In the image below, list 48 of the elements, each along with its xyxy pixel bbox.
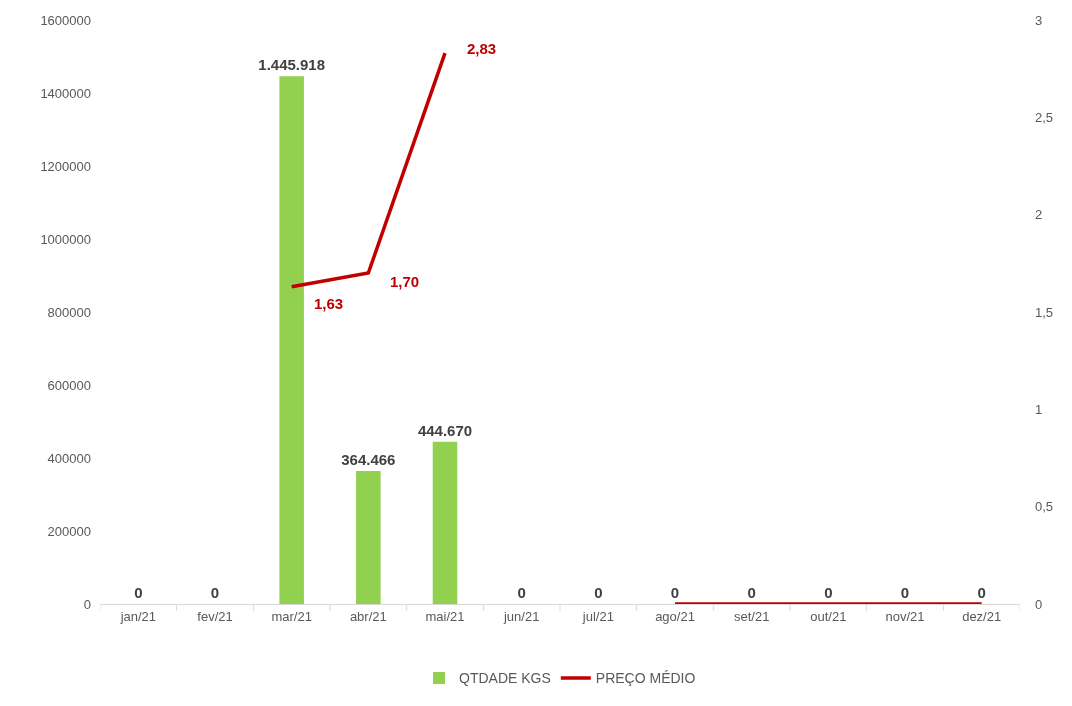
data-label: 444.670 <box>417 421 473 439</box>
bar <box>356 470 381 604</box>
legend-label: PREÇO MÉDIO <box>595 670 696 687</box>
data-label: 0 <box>747 584 756 601</box>
y-tick-label: 1000000 <box>40 231 91 247</box>
x-tick-label: mai/21 <box>425 608 465 624</box>
x-tick-label: fev/21 <box>197 608 233 624</box>
y-tick-label: 0 <box>83 596 91 612</box>
x-tick-label: abr/21 <box>349 608 387 624</box>
bar <box>432 441 458 604</box>
x-tick-label: mar/21 <box>271 608 312 624</box>
x-tick-label: dez/21 <box>962 608 1002 624</box>
data-label: 0 <box>900 584 910 601</box>
y2-tick-label: 2,5 <box>1035 109 1054 125</box>
y-tick-label: 800000 <box>47 304 91 320</box>
y-tick-label: 600000 <box>47 377 91 393</box>
y2-tick-label: 0 <box>1035 596 1043 612</box>
data-label: 0 <box>594 584 603 601</box>
y2-tick-label: 1 <box>1035 401 1043 417</box>
x-tick-label: out/21 <box>810 608 847 624</box>
x-tick-label: nov/21 <box>885 608 925 624</box>
data-label: 1.445.918 <box>258 56 326 74</box>
legend-label: QTDADE KGS <box>459 670 551 687</box>
data-label: 1,70 <box>390 273 420 290</box>
x-tick-label: jun/21 <box>502 608 540 624</box>
y-tick-label: 1400000 <box>40 85 91 101</box>
y-tick-label: 1200000 <box>40 158 91 174</box>
x-tick-label: jul/21 <box>581 608 614 624</box>
data-label: 2,83 <box>467 40 497 57</box>
data-label: 0 <box>977 584 986 601</box>
data-label: 0 <box>517 584 526 601</box>
y2-tick-label: 3 <box>1035 12 1043 28</box>
y2-tick-label: 1,5 <box>1035 304 1054 320</box>
data-label: 0 <box>210 584 220 601</box>
data-label: 1,63 <box>314 295 344 312</box>
y-tick-label: 400000 <box>47 450 91 466</box>
x-tick-label: set/21 <box>733 608 770 624</box>
data-label: 0 <box>134 584 143 601</box>
y2-tick-label: 0,5 <box>1035 499 1054 515</box>
data-label: 0 <box>670 584 680 601</box>
bar <box>279 76 304 604</box>
y-tick-label: 1600000 <box>40 12 91 28</box>
x-tick-label: jan/21 <box>119 608 157 624</box>
data-label: 0 <box>824 584 833 601</box>
y2-tick-label: 2 <box>1035 207 1043 223</box>
y-tick-label: 200000 <box>47 523 91 539</box>
data-label: 364.466 <box>341 450 396 468</box>
x-tick-label: ago/21 <box>655 608 695 624</box>
